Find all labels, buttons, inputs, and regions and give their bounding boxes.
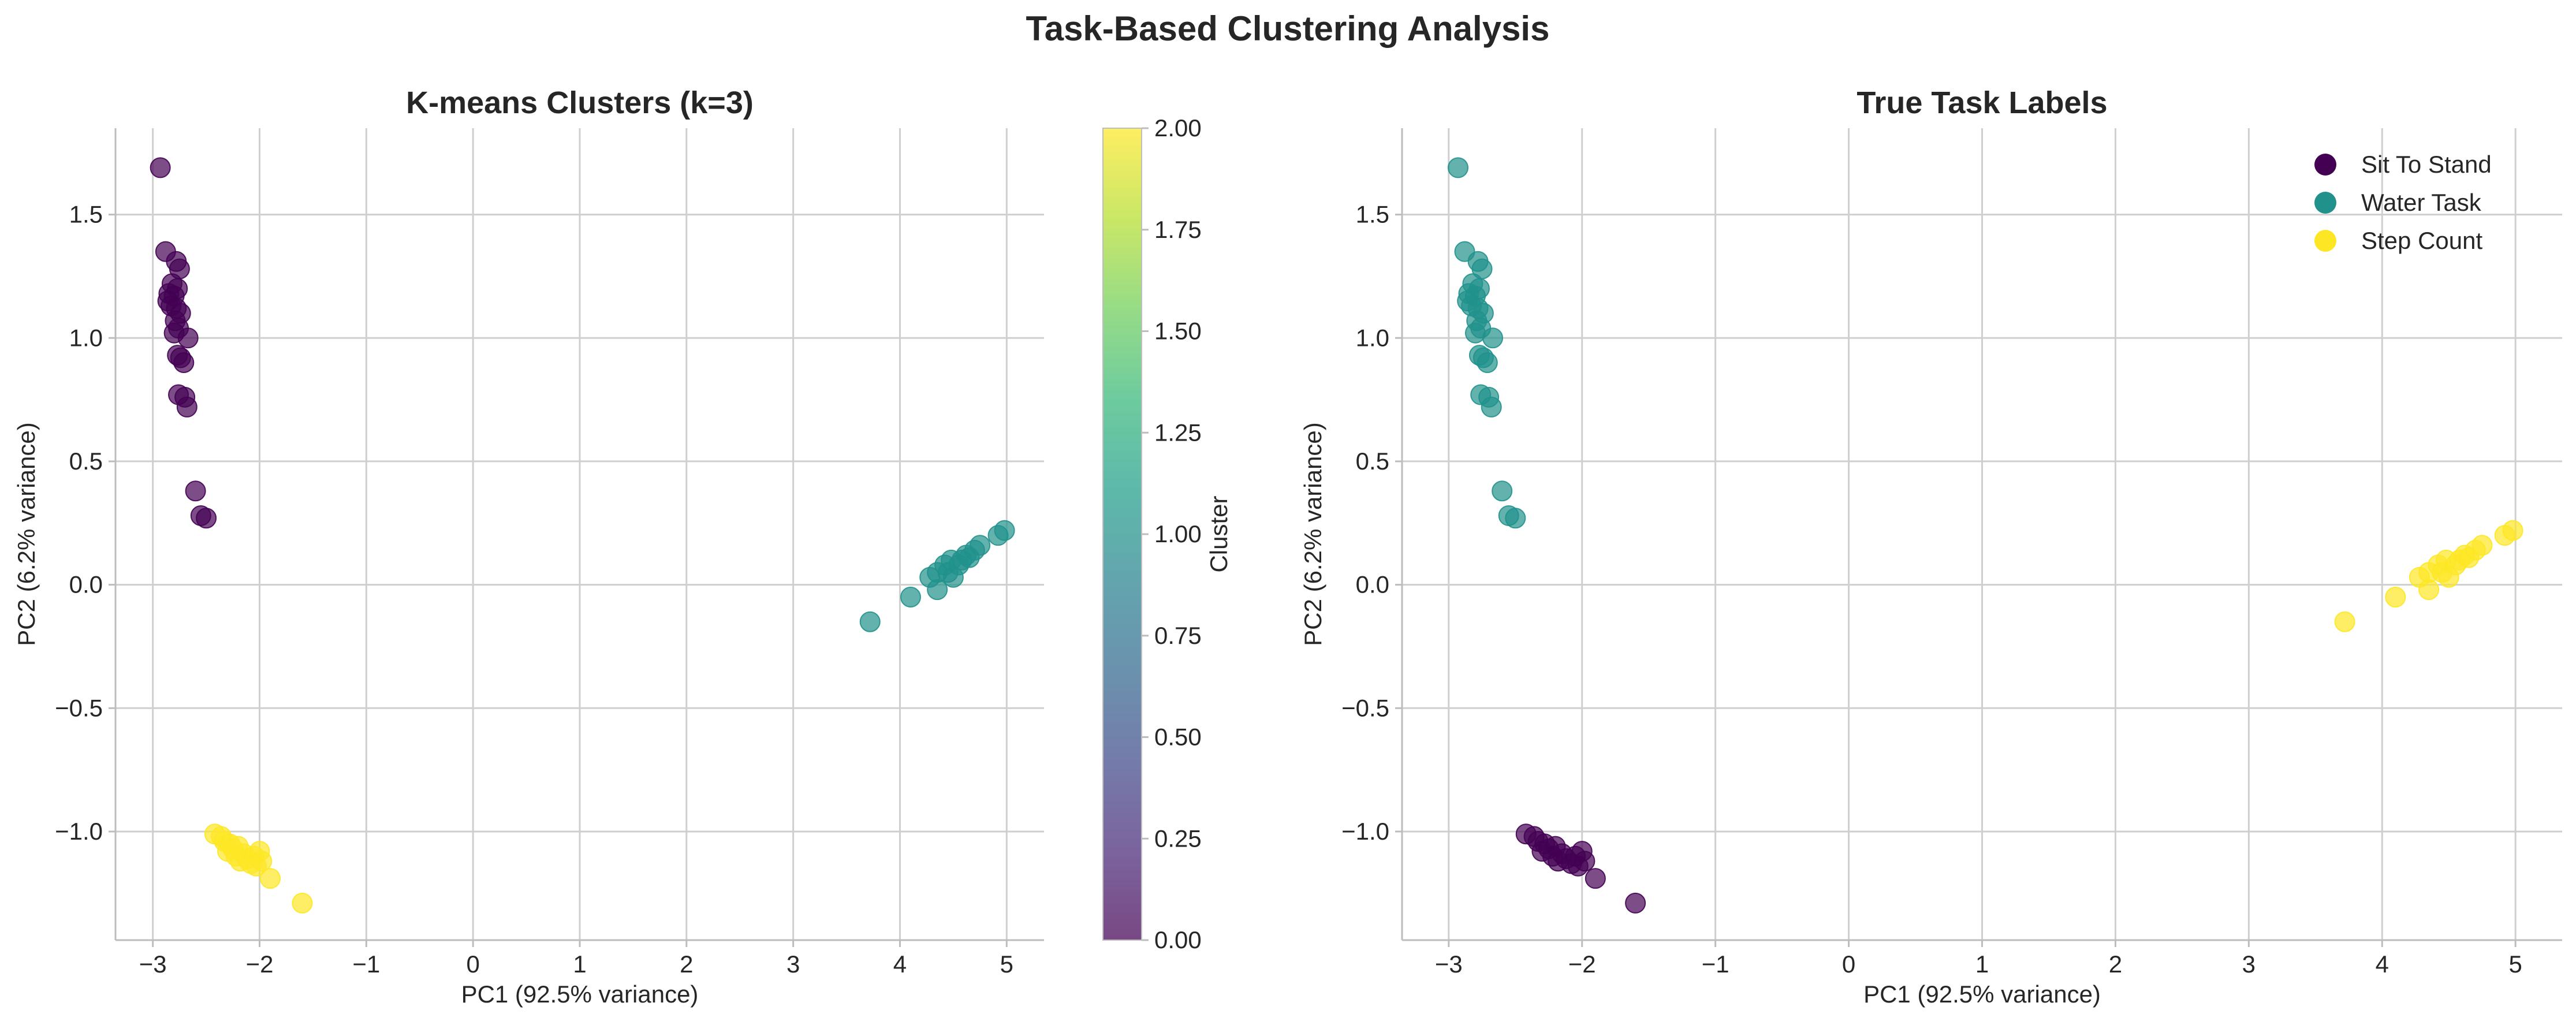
data-point [176,396,197,418]
x-tick-label: 5 [2508,951,2522,978]
data-point [173,352,195,373]
data-point [2418,579,2440,601]
x-tick-label: 3 [2242,951,2256,978]
y-tick-label: 0.5 [1356,448,1389,475]
data-point [1481,396,1502,418]
data-point [1574,851,1595,872]
data-point [2471,535,2493,556]
data-point [1625,892,1646,914]
colorbar-tick-label: 0.75 [1154,622,1202,649]
y-tick-label: 1.0 [69,324,103,351]
data-point [251,851,273,872]
colorbar-gradient [1102,128,1142,941]
data-point [150,157,171,178]
y-tick-label: 0.5 [69,448,103,475]
y-tick-label: 1.0 [1356,324,1389,351]
x-tick-label: 2 [2109,951,2122,978]
kmeans-points [150,157,1015,914]
y-tick-label: −1.0 [55,818,103,845]
legend-label: Step Count [2361,227,2482,254]
y-tick-label: 1.5 [1356,201,1389,228]
true-labels-x-ticks: −3 −2 −1 0 1 2 3 4 5 [1435,940,2522,978]
data-point [927,579,948,601]
x-tick-label: −1 [352,951,380,978]
x-tick-label: 3 [786,951,800,978]
true-labels-scatter-panel: −3 −2 −1 0 1 2 3 4 5 −1.0 −0.5 0.0 0.5 1.0 1.5 True T… [1299,85,2562,1008]
data-point [1477,352,1498,373]
kmeans-x-axis-label: PC1 (92.5% variance) [461,981,699,1008]
colorbar-tick-label: 1.25 [1154,419,1202,446]
y-tick-label: −0.5 [1341,694,1389,721]
colorbar-tick-label: 0.50 [1154,724,1202,751]
colorbar-tick-label: 1.00 [1154,520,1202,547]
legend: Sit To Stand Water Task Step Count [2314,151,2492,254]
true-labels-y-ticks: −1.0 −0.5 0.0 0.5 1.0 1.5 [1341,201,1402,845]
x-tick-label: −2 [246,951,274,978]
data-point [2502,520,2523,541]
y-tick-label: 0.0 [69,571,103,598]
colorbar-tick-label: 0.00 [1154,926,1202,953]
data-point [2334,611,2355,632]
x-tick-label: 1 [1975,951,1989,978]
data-point [1447,157,1468,178]
colorbar-tick-label: 2.00 [1154,114,1202,141]
data-point [859,611,881,632]
kmeans-grid [115,128,1044,940]
data-point [196,508,217,529]
x-tick-label: 0 [1842,951,1855,978]
true-labels-panel-title: True Task Labels [1856,85,2107,120]
data-point [1492,480,1513,502]
data-point [292,892,313,914]
data-point [1505,508,1526,529]
data-point [900,586,921,607]
x-tick-label: 2 [680,951,693,978]
data-point [1465,322,1486,344]
y-tick-label: −0.5 [55,694,103,721]
data-point [994,520,1015,541]
y-tick-label: −1.0 [1341,818,1389,845]
legend-marker [2314,230,2336,252]
x-tick-label: 5 [1000,951,1013,978]
data-point [185,480,206,502]
true-labels-x-axis-label: PC1 (92.5% variance) [1863,981,2101,1008]
data-point [2385,586,2406,607]
legend-label: Water Task [2361,189,2482,216]
data-point [260,868,281,889]
x-tick-label: 4 [893,951,907,978]
colorbar-ticks: 0.00 0.25 0.50 0.75 1.00 1.25 1.50 1.75 2.00 [1142,114,1202,953]
x-tick-label: −3 [1435,951,1463,978]
colorbar-tick-label: 1.50 [1154,318,1202,345]
kmeans-panel-title: K-means Clusters (k=3) [406,85,754,120]
x-tick-label: 4 [2376,951,2389,978]
true-labels-points [1447,157,2523,914]
kmeans-x-ticks: −3 −2 −1 0 1 2 3 4 5 [139,940,1013,978]
data-point [1482,327,1504,349]
true-labels-grid [1402,128,2562,940]
x-tick-label: 0 [466,951,479,978]
colorbar-tick-label: 1.75 [1154,216,1202,243]
x-tick-label: −2 [1568,951,1596,978]
legend-marker [2314,192,2336,214]
true-labels-y-axis-label: PC2 (6.2% variance) [1299,422,1326,646]
data-point [177,327,199,349]
kmeans-y-axis-label: PC2 (6.2% variance) [13,422,40,646]
legend-label: Sit To Stand [2361,151,2492,178]
figure-title: Task-Based Clustering Analysis [1026,9,1550,48]
cluster-colorbar: 0.00 0.25 0.50 0.75 1.00 1.25 1.50 1.75 2.00 Clu… [1102,114,1232,953]
x-tick-label: −3 [139,951,167,978]
colorbar-label: Cluster [1205,495,1232,572]
colorbar-tick-label: 0.25 [1154,825,1202,852]
legend-marker [2314,154,2336,176]
data-point [970,535,991,556]
x-tick-label: 1 [573,951,586,978]
x-tick-label: −1 [1702,951,1729,978]
y-tick-label: 1.5 [69,201,103,228]
kmeans-y-ticks: −1.0 −0.5 0.0 0.5 1.0 1.5 [55,201,115,845]
y-tick-label: 0.0 [1356,571,1389,598]
data-point [1585,868,1606,889]
kmeans-scatter-panel: −3 −2 −1 0 1 2 3 4 5 −1.0 −0.5 0.0 0.5 1.0 1.5 K-mean… [13,85,1044,1008]
